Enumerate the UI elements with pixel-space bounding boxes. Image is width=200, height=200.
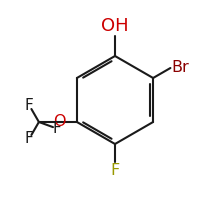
- Text: F: F: [53, 121, 61, 136]
- Text: F: F: [25, 98, 34, 113]
- Text: F: F: [25, 131, 34, 146]
- Text: O: O: [53, 114, 65, 130]
- Text: OH: OH: [101, 17, 129, 35]
- Text: F: F: [110, 163, 120, 178]
- Text: Br: Br: [171, 60, 189, 75]
